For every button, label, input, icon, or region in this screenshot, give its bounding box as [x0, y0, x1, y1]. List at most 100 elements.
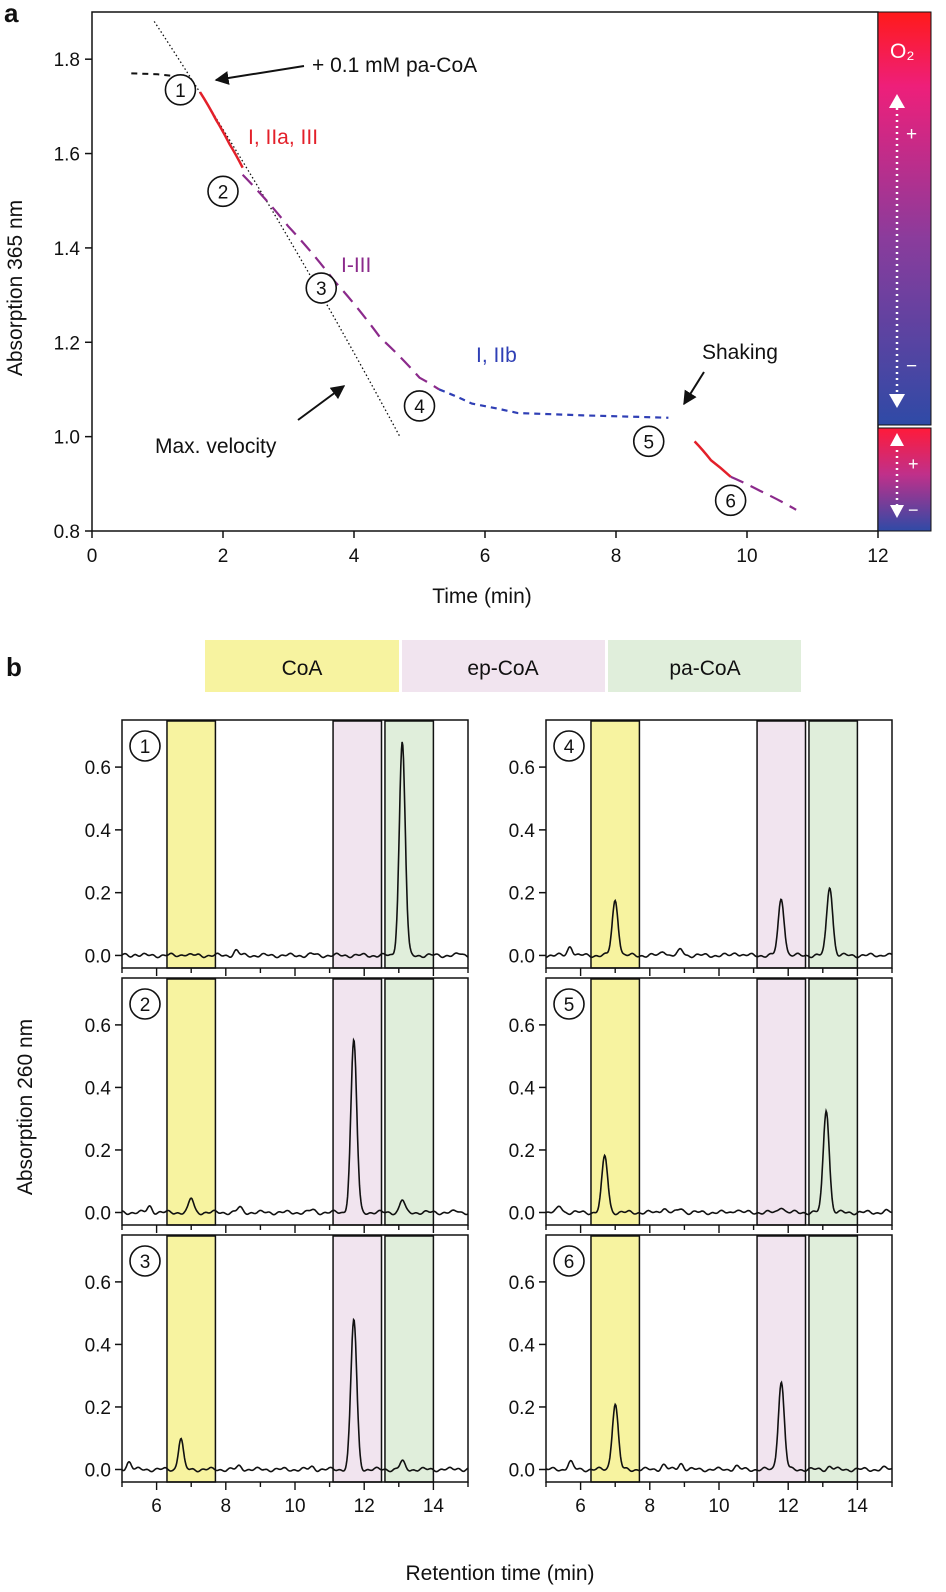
band-ep-coa	[332, 720, 383, 969]
panel-b-plots: 0.0 0.2 0.4 0.6 1 0.0 0.2 0.4 0.6 2 0.0 0.2 0.4 0.6 6 8…	[85, 719, 893, 1517]
annotation-seg-blue: I, IIb	[476, 344, 517, 367]
panel-a-ytick-label: 1.4	[54, 239, 81, 260]
band-pa-coa	[808, 1235, 859, 1483]
panel-b-ytick-label: 0.6	[509, 758, 535, 779]
chromatogram-panel-6: 0.0 0.2 0.4 0.6 6 8 10 12 14 6	[509, 1234, 893, 1517]
panel-a-ytick-label: 1.0	[54, 428, 80, 449]
panel-b-ytick-label: 0.2	[85, 884, 111, 905]
band-pa-coa	[808, 978, 859, 1226]
panel-b-xtick-label: 12	[778, 1496, 799, 1517]
legend-epcoa-swatch	[402, 640, 605, 692]
panel-b-ytick-label: 0.6	[509, 1273, 535, 1294]
legend-coa: CoA	[282, 657, 323, 680]
panel-a-series-i-iia-iii	[199, 91, 244, 169]
panel-b-ytick-label: 0.0	[85, 946, 111, 967]
panel-a-xtick-label: 0	[87, 546, 98, 567]
annotation-shaking: Shaking	[702, 341, 778, 364]
annotation-max-velocity: Max. velocity	[155, 435, 277, 458]
sample-marker-label: 5	[643, 432, 654, 453]
panel-number-circle	[553, 1245, 585, 1277]
legend-epcoa: ep-CoA	[467, 657, 538, 680]
band-ep-coa	[756, 720, 807, 969]
panel-b-ytick-label: 0.4	[509, 1335, 536, 1356]
panel-b-xlabel: Retention time (min)	[405, 1562, 594, 1585]
panel-b-ytick-label: 0.2	[85, 1398, 111, 1419]
sample-marker-circle	[207, 175, 239, 208]
panel-a-series-i-iii	[241, 174, 440, 391]
panel-number-label: 4	[564, 737, 575, 758]
panel-a-xtick-label: 6	[480, 546, 491, 567]
panel-number-circle	[553, 730, 585, 762]
panel-a-xtick-label: 2	[218, 546, 229, 567]
panel-b-ytick-label: 0.6	[85, 758, 111, 779]
sample-marker-circle	[164, 74, 197, 106]
panel-b-ytick-label: 0.4	[85, 821, 112, 842]
band-coa	[590, 978, 641, 1226]
panel-b-ytick-label: 0.2	[509, 884, 535, 905]
panel-b-ytick-label: 0.4	[85, 1335, 112, 1356]
sample-marker-label: 6	[725, 491, 736, 512]
panel-b-xtick-label: 8	[645, 1496, 656, 1517]
panel-b-ytick-label: 0.0	[509, 1460, 535, 1481]
panel-a-axis-ticks: 0 2 4 6 8 10 120.81.01.21.41.61.8	[54, 50, 889, 567]
panel-a-ytick-label: 0.8	[54, 522, 80, 543]
o2-label: O₂	[890, 40, 915, 63]
shaking-arrow	[683, 371, 705, 406]
addition-arrow	[214, 65, 305, 85]
panel-b-xtick-label: 10	[708, 1496, 729, 1517]
max-velocity-arrow	[297, 385, 346, 421]
panel-a-xtick-label: 10	[736, 546, 757, 567]
o2-bar-bottom	[877, 427, 932, 532]
panel-b-xtick-label: 8	[221, 1496, 232, 1517]
sample-marker-label: 2	[218, 182, 229, 203]
panel-a-xtick-label: 12	[867, 546, 888, 567]
panel-b-ytick-label: 0.2	[85, 1141, 111, 1162]
sample-marker-label: 4	[414, 397, 425, 418]
o2-plus-top: +	[906, 124, 917, 145]
panel-number-label: 2	[140, 995, 151, 1016]
band-ep-coa	[756, 1235, 807, 1483]
legend-pacoa-swatch	[608, 640, 801, 692]
panel-b-ytick-label: 0.0	[509, 1203, 535, 1224]
band-ep-coa	[332, 1235, 383, 1483]
sample-marker-circle	[714, 484, 747, 517]
panel-a-ytick-label: 1.2	[54, 333, 80, 354]
panel-b-legend: CoA ep-CoA pa-CoA	[205, 640, 801, 692]
panel-b-xtick-label: 6	[151, 1496, 162, 1517]
chromatogram-panel-1: 0.0 0.2 0.4 0.6 1	[85, 719, 469, 976]
panel-b-xtick-label: 14	[423, 1496, 445, 1517]
panel-a-letter: a	[4, 0, 19, 28]
panel-b-xtick-label: 10	[284, 1496, 305, 1517]
band-coa	[590, 1235, 641, 1483]
sample-marker-label: 1	[175, 81, 186, 102]
sample-marker-circle	[403, 390, 436, 422]
annotation-seg-red: I, IIa, III	[248, 126, 318, 149]
panel-a-ylabel: Absorption 365 nm	[4, 200, 27, 376]
annotation-addition: + 0.1 mM pa-CoA	[312, 54, 477, 77]
legend-pacoa: pa-CoA	[669, 657, 740, 680]
panel-b-ytick-label: 0.0	[509, 946, 535, 967]
band-pa-coa	[384, 1235, 435, 1483]
o2-arrow-up-icon	[889, 94, 905, 108]
band-coa	[166, 978, 217, 1226]
o2-arrow-up-icon-2	[890, 433, 904, 446]
panel-b-ytick-label: 0.6	[85, 1273, 111, 1294]
chromatogram-trace	[121, 1037, 469, 1216]
panel-number-circle	[553, 988, 585, 1020]
panel-b-ytick-label: 0.4	[85, 1078, 112, 1099]
panel-a-series-after-shaking-purple	[730, 475, 797, 511]
band-ep-coa	[756, 978, 807, 1226]
panel-a-xtick-label: 4	[349, 546, 360, 567]
o2-minus-top: −	[906, 356, 917, 377]
chromatogram-panel-4: 0.0 0.2 0.4 0.6 4	[509, 719, 893, 976]
panel-b-xtick-label: 14	[847, 1496, 869, 1517]
panel-b-ytick-label: 0.2	[509, 1141, 535, 1162]
panel-b-ytick-label: 0.4	[509, 821, 536, 842]
panel-b-letter: b	[6, 652, 22, 682]
chromatogram-trace	[121, 741, 469, 959]
panel-b-ytick-label: 0.0	[85, 1203, 111, 1224]
panel-b-xtick-label: 6	[575, 1496, 586, 1517]
panel-a-ytick-label: 1.6	[54, 145, 80, 166]
sample-marker-circle	[305, 272, 338, 304]
